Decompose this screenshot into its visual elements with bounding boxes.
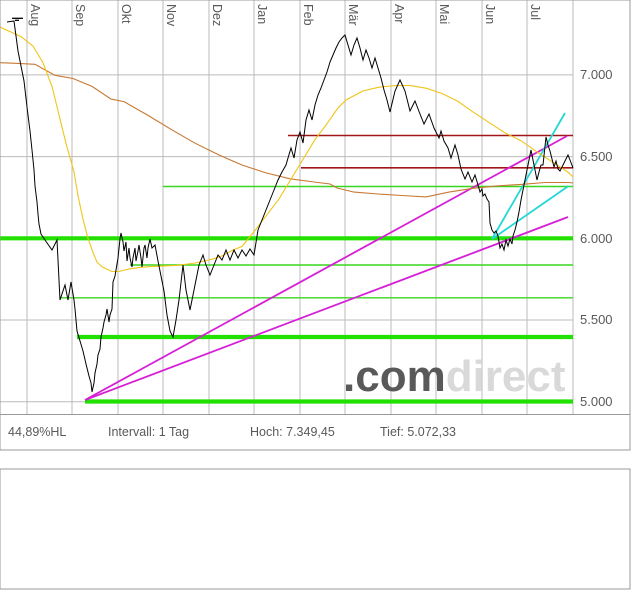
svg-text:Jul: Jul [528,4,542,20]
svg-text:Sep: Sep [73,4,87,26]
svg-text:Tief: 5.072,33: Tief: 5.072,33 [380,425,456,439]
svg-text:Aug: Aug [28,4,42,26]
svg-text:Jun: Jun [483,4,497,24]
svg-text:.comdirect: .comdirect [343,352,566,401]
svg-text:Feb: Feb [301,4,315,26]
svg-text:Jan: Jan [255,4,269,24]
svg-text:6.000: 6.000 [580,231,613,246]
svg-text:7.000: 7.000 [580,67,613,82]
svg-text:Intervall: 1 Tag: Intervall: 1 Tag [108,425,189,439]
svg-text:Dez: Dez [210,4,224,26]
svg-text:44,89%HL: 44,89%HL [8,425,66,439]
svg-text:Hoch: 7.349,45: Hoch: 7.349,45 [250,425,335,439]
svg-text:5.500: 5.500 [580,312,613,327]
svg-text:Apr: Apr [392,4,406,23]
svg-text:6.500: 6.500 [580,149,613,164]
svg-text:Nov: Nov [164,4,178,27]
svg-text:Okt: Okt [119,4,133,24]
svg-text:Mai: Mai [437,4,451,24]
svg-text:Mär: Mär [346,4,360,26]
svg-text:5.000: 5.000 [580,394,613,409]
